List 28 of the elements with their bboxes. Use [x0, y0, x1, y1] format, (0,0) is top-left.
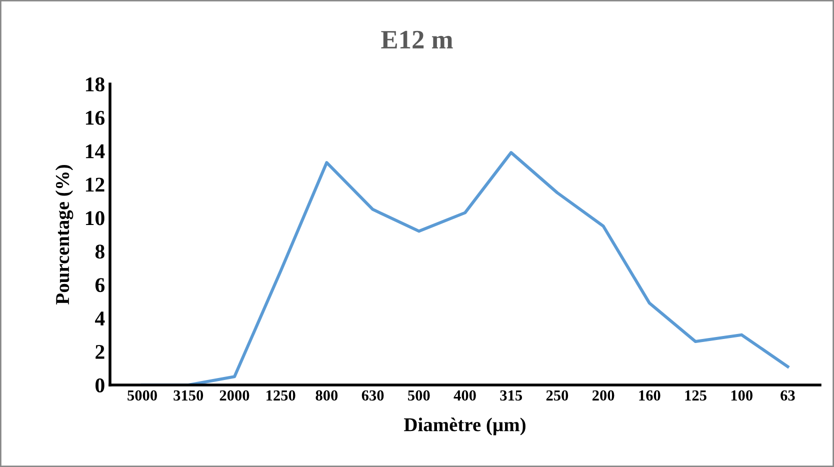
x-tick-label: 250 [546, 390, 568, 401]
y-tick-label: 4 [95, 312, 105, 326]
x-tick-label: 2000 [220, 390, 250, 401]
y-tick-label: 10 [86, 211, 104, 226]
y-tick-label: 18 [86, 77, 104, 92]
y-tick-label: 12 [86, 178, 104, 192]
x-tick-label: 200 [592, 390, 614, 401]
x-tick-label: 800 [316, 390, 338, 401]
y-tick-label: 2 [96, 344, 104, 359]
x-tick-label: 100 [731, 390, 752, 401]
y-tick-label: 16 [86, 110, 105, 125]
x-tick-label: 63 [780, 390, 795, 401]
chart-title: E12 m [381, 30, 453, 48]
x-tick-label: 1250 [266, 390, 296, 401]
x-tick-label: 400 [454, 390, 476, 401]
x-tick-label: 5000 [128, 390, 157, 401]
x-tick-label: 315 [500, 390, 522, 401]
x-tick-label: 125 [685, 390, 706, 401]
y-axis-title: Pourcentage (%) [55, 165, 74, 304]
y-tick-label: 14 [86, 144, 105, 158]
x-tick-label: 630 [362, 390, 384, 401]
y-tick-label: 6 [95, 278, 105, 292]
y-tick-label: 0 [96, 378, 104, 392]
x-axis-title: Diamètre (µm) [404, 418, 526, 436]
x-tick-label: 160 [639, 390, 660, 401]
x-tick-label: 3150 [174, 390, 204, 401]
x-tick-label: 500 [408, 390, 430, 401]
y-tick-label: 8 [95, 244, 104, 259]
